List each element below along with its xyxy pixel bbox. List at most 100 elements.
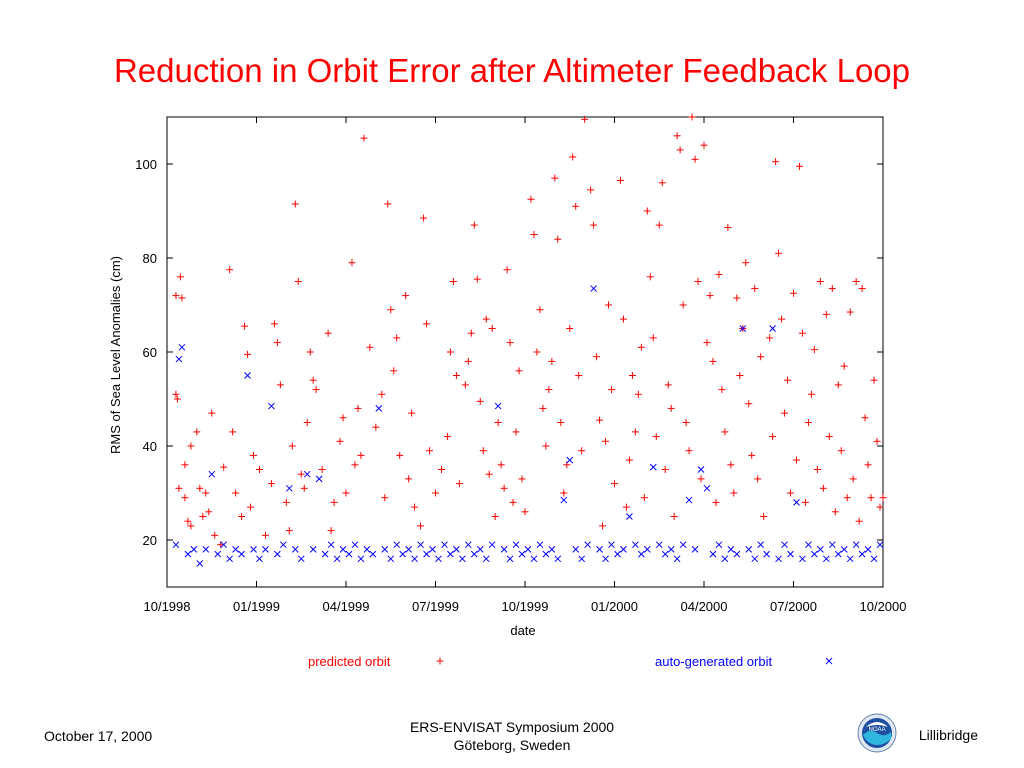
predicted-point xyxy=(196,484,204,492)
auto-generated-point xyxy=(518,550,526,558)
auto-generated-point xyxy=(262,546,269,553)
legend-label-predicted: predicted orbit xyxy=(308,654,391,669)
auto-generated-point xyxy=(554,555,562,563)
footer-date: October 17, 2000 xyxy=(44,728,153,744)
predicted-point xyxy=(506,339,514,347)
predicted-point xyxy=(244,350,252,358)
auto-generated-point xyxy=(297,555,305,563)
predicted-point xyxy=(339,414,347,422)
predicted-point xyxy=(798,329,806,337)
predicted-point xyxy=(745,400,753,408)
auto-generated-point xyxy=(470,550,478,558)
legend-marker-glyph xyxy=(825,657,833,665)
auto-generated-point xyxy=(667,546,675,553)
auto-generated-point xyxy=(816,546,824,553)
predicted-point xyxy=(509,498,517,506)
predicted-point xyxy=(870,376,878,384)
predicted-point xyxy=(500,484,508,492)
auto-generated-point xyxy=(220,541,228,549)
auto-generated-point xyxy=(244,372,251,379)
predicted-point xyxy=(464,357,472,365)
auto-generated-point xyxy=(381,546,389,553)
auto-generated-point xyxy=(715,541,723,549)
y-axis-label: RMS of Sea Level Anomalies (cm) xyxy=(108,256,123,454)
auto-generated-point xyxy=(429,546,436,553)
auto-generated-point xyxy=(464,541,472,549)
predicted-point xyxy=(709,357,717,365)
x-tick-label: 01/1999 xyxy=(233,599,280,614)
auto-generated-point xyxy=(393,541,401,549)
predicted-point xyxy=(276,381,284,389)
predicted-point xyxy=(652,433,660,441)
predicted-point xyxy=(616,176,624,184)
auto-generated-point xyxy=(614,550,621,558)
predicted-point xyxy=(810,346,818,354)
predicted-point xyxy=(449,278,457,285)
predicted-point xyxy=(608,386,616,394)
predicted-point xyxy=(807,390,815,398)
predicted-point xyxy=(467,329,475,337)
predicted-point xyxy=(596,416,604,424)
predicted-point xyxy=(202,489,210,497)
auto-generated-point xyxy=(232,546,239,553)
predicted-point xyxy=(527,195,535,203)
auto-generated-point xyxy=(626,513,633,520)
predicted-point xyxy=(193,428,201,436)
auto-generated-point xyxy=(202,546,210,553)
predicted-point xyxy=(766,334,774,342)
auto-generated-point xyxy=(175,355,183,363)
predicted-point xyxy=(622,503,630,511)
predicted-point xyxy=(876,503,884,511)
auto-generated-point xyxy=(447,550,454,558)
auto-generated-point xyxy=(530,555,538,563)
auto-generated-point xyxy=(858,550,866,558)
auto-generated-point xyxy=(279,541,287,549)
predicted-point xyxy=(775,249,783,257)
x-tick-label: 10/2000 xyxy=(860,599,907,614)
predicted-point xyxy=(181,494,189,502)
predicted-point xyxy=(778,315,786,323)
x-tick-label: 01/2000 xyxy=(591,599,638,614)
predicted-point xyxy=(843,494,851,502)
auto-generated-point xyxy=(876,541,884,549)
auto-generated-point xyxy=(482,555,490,563)
auto-generated-point xyxy=(751,555,759,563)
auto-generated-point xyxy=(655,541,663,549)
auto-generated-point xyxy=(458,555,466,563)
predicted-point xyxy=(867,494,875,502)
predicted-point xyxy=(250,451,258,459)
predicted-point xyxy=(381,494,389,502)
auto-generated-point xyxy=(649,463,657,471)
predicted-point xyxy=(605,301,613,309)
predicted-point xyxy=(408,409,416,417)
predicted-point xyxy=(760,513,768,520)
predicted-point xyxy=(572,202,580,210)
scatter-chart: 10/1998 01/1999 04/1999 07/1999 10/1999 01/20… xyxy=(108,113,907,669)
predicted-point xyxy=(417,522,425,530)
footer-conference-name: ERS-ENVISAT Symposium 2000 xyxy=(409,719,615,735)
auto-generated-point xyxy=(864,546,872,553)
predicted-point xyxy=(864,461,872,469)
predicted-point xyxy=(173,395,181,403)
auto-generated-point xyxy=(834,550,842,558)
predicted-point xyxy=(781,409,789,417)
predicted-point xyxy=(643,207,651,215)
predicted-point xyxy=(208,409,216,417)
predicted-point xyxy=(238,513,246,520)
predicted-point xyxy=(261,531,269,539)
auto-generated-point xyxy=(846,555,854,563)
auto-generated-point xyxy=(441,541,448,549)
predicted-point xyxy=(748,451,756,459)
predicted-point xyxy=(312,386,320,394)
predicted-point xyxy=(718,386,726,394)
auto-generated-point xyxy=(488,541,496,549)
predicted-point xyxy=(661,466,669,473)
auto-generated-point xyxy=(268,402,275,410)
auto-generated-point xyxy=(500,546,508,553)
predicted-point xyxy=(715,270,723,278)
auto-generated-point xyxy=(411,555,418,563)
predicted-point xyxy=(625,456,633,464)
predicted-point xyxy=(590,221,598,229)
predicted-point xyxy=(670,513,678,520)
predicted-point xyxy=(485,470,493,478)
